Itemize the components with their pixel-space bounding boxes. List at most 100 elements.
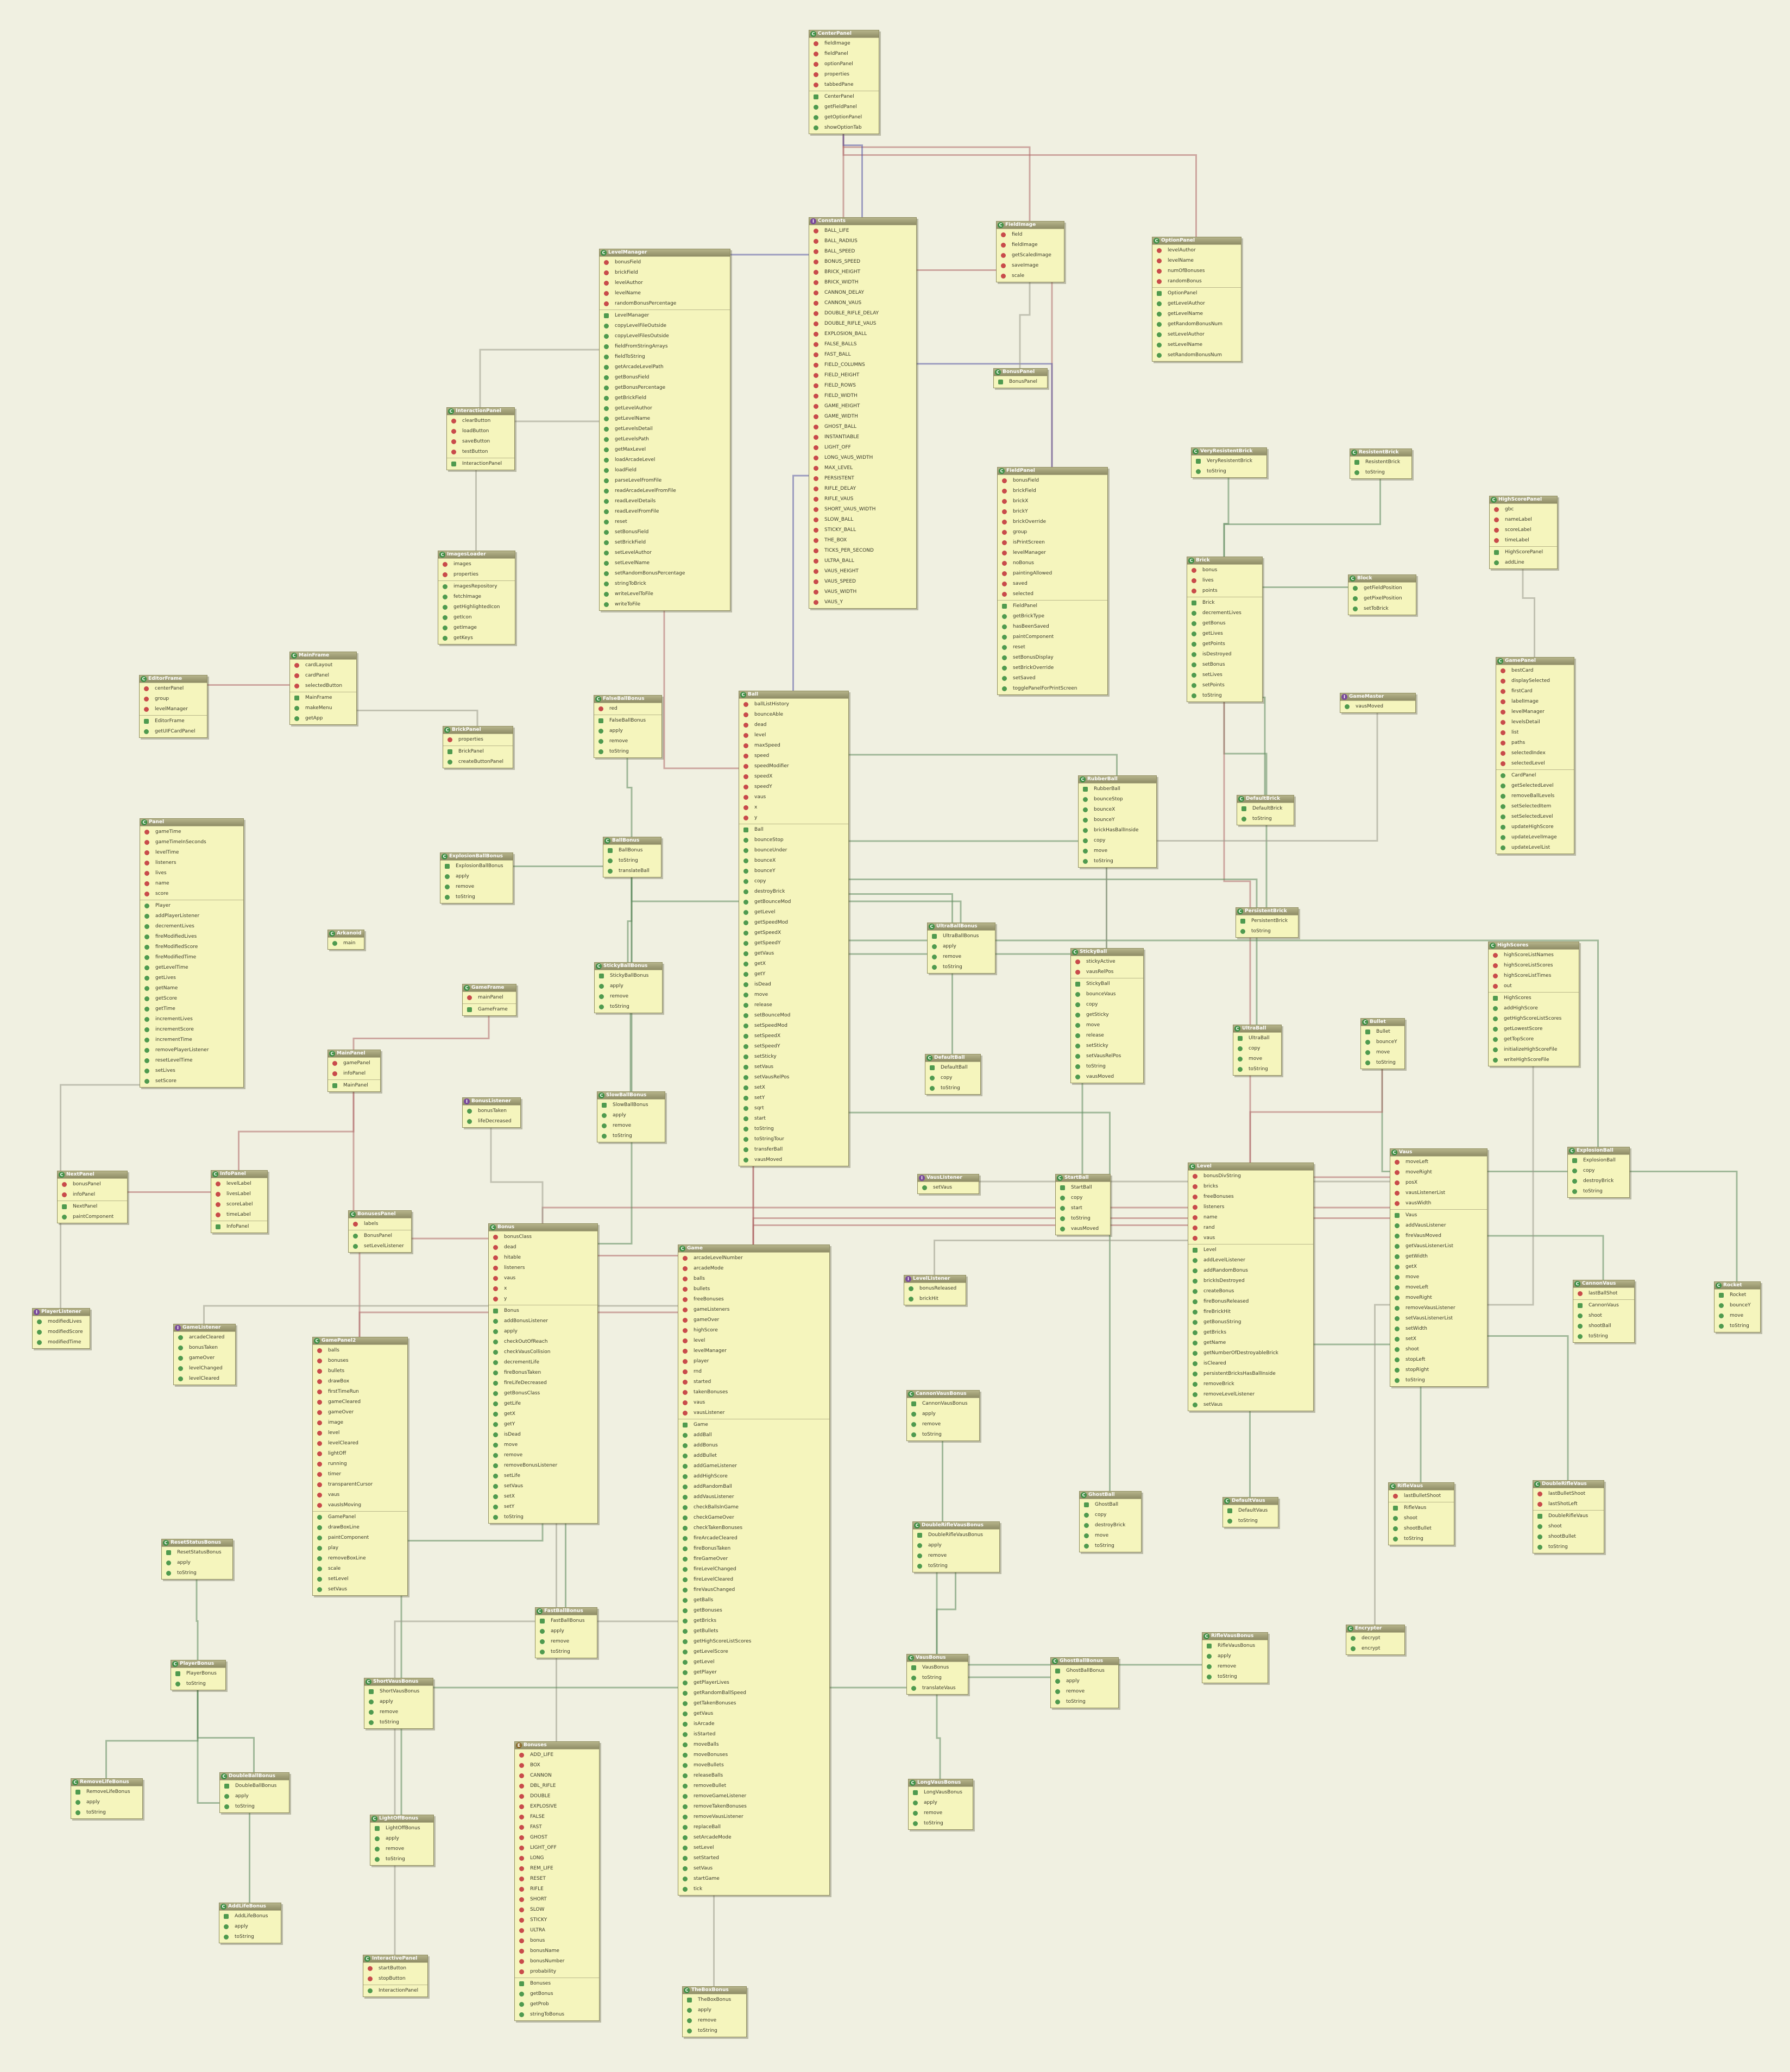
method-row[interactable]: vausMoved [1071,1072,1143,1082]
field-row[interactable]: gbc [1490,504,1557,515]
method-row[interactable]: getBrickType [998,611,1107,622]
method-row[interactable]: CardPanel [1496,770,1574,781]
method-row[interactable]: toString [370,1854,433,1865]
field-row[interactable]: listeners [140,858,243,868]
method-row[interactable]: getSticky [1071,1010,1143,1020]
method-row[interactable]: MainFrame [290,693,356,703]
class-panel[interactable]: C Panel gameTime gameTimeInSeconds levelTime… [140,818,244,1088]
field-row[interactable]: FIELD_WIDTH [809,391,916,401]
field-row[interactable]: REM_LIFE [515,1863,599,1874]
field-row[interactable]: livesLabel [211,1189,267,1199]
method-row[interactable]: isArcade [678,1719,829,1729]
method-row[interactable]: move [739,990,848,1000]
field-row[interactable]: images [438,559,515,570]
method-row[interactable]: arcadeCleared [174,1332,235,1343]
method-row[interactable]: decrementLife [489,1357,597,1368]
method-row[interactable]: bounceUnder [739,845,848,856]
field-row[interactable]: group [140,694,207,704]
field-row[interactable]: bonusNumber [515,1956,599,1967]
method-row[interactable]: SlowBallBonus [597,1100,665,1110]
field-row[interactable]: INSTANTIABLE [809,432,916,443]
method-row[interactable]: getPixelPosition [1348,593,1416,604]
field-row[interactable]: ADD_LIFE [515,1750,599,1760]
field-row[interactable]: DBL_RIFLE [515,1781,599,1791]
method-row[interactable]: setBrickField [600,538,730,548]
method-row[interactable]: remove [913,1551,999,1561]
class-game-panel2[interactable]: C GamePanel2 balls bonuses bullets drawBox fir… [312,1337,408,1596]
method-row[interactable]: setSticky [739,1052,848,1062]
class-main-frame[interactable]: C MainFrame cardLayout cardPanel selectedBut… [289,652,357,725]
field-row[interactable]: timeLabel [1490,535,1557,546]
field-row[interactable]: gameCleared [313,1397,407,1407]
method-row[interactable]: apply [162,1558,232,1568]
field-row[interactable]: nameLabel [1490,515,1557,525]
method-row[interactable]: getLevelAuthor [1152,299,1241,309]
method-row[interactable]: addLine [1490,558,1557,568]
method-row[interactable]: getWidth [1390,1252,1487,1262]
field-row[interactable]: bonusField [998,476,1107,486]
field-row[interactable]: drawBox [313,1376,407,1387]
field-row[interactable]: noBonus [998,558,1107,568]
field-row[interactable]: bullets [313,1366,407,1376]
field-row[interactable]: score [140,889,243,899]
method-row[interactable]: fireModifiedScore [140,942,243,952]
class-rubber-ball[interactable]: C RubberBall RubberBall bounceStop bounceX bo… [1078,775,1157,868]
method-row[interactable]: getFieldPanel [809,102,879,112]
method-row[interactable]: Rocket [1715,1290,1760,1300]
field-row[interactable]: optionPanel [809,59,879,70]
method-row[interactable]: makeMenu [290,703,356,713]
class-field-image[interactable]: C FieldImage field fieldImage getScaledImage… [996,221,1064,282]
field-row[interactable]: scoreLabel [1490,525,1557,535]
class-ball[interactable]: C Ball ballListHistory bounceAble dead level m… [739,691,849,1166]
field-row[interactable]: infoPanel [328,1069,380,1079]
method-row[interactable]: setScore [140,1076,243,1086]
method-row[interactable]: OptionPanel [1152,288,1241,299]
field-row[interactable]: rnd [678,1367,829,1377]
method-row[interactable]: copy [1080,1510,1141,1520]
method-row[interactable]: updateLevelList [1496,843,1574,853]
field-row[interactable]: getScaledImage [997,250,1064,261]
method-row[interactable]: remove [1051,1686,1118,1697]
class-interactive-panel[interactable]: C InteractivePanel startButton stopButton In… [363,1955,428,1997]
method-row[interactable]: toString [603,856,661,866]
class-long-vaus-bonus[interactable]: C LongVausBonus LongVausBonus apply remove to… [908,1779,973,1830]
method-row[interactable]: bounceVaus [1071,989,1143,1000]
method-row[interactable]: getLives [140,973,243,983]
field-row[interactable]: numOfBonuses [1152,266,1241,276]
method-row[interactable]: setSelectedItem [1496,801,1574,812]
method-row[interactable]: apply [219,1922,281,1932]
method-row[interactable]: translateVaus [907,1683,968,1694]
method-row[interactable]: writeHighScoreFile [1489,1055,1579,1065]
method-row[interactable]: ResistentBrick [1350,457,1411,468]
field-row[interactable]: VAUS_SPEED [809,577,916,587]
field-row[interactable]: x [489,1284,597,1294]
class-game[interactable]: C Game arcadeLevelNumber arcadeMode balls bul… [678,1245,830,1896]
method-row[interactable]: setRandomBonusNum [1152,350,1241,361]
field-row[interactable]: levelManager [1496,707,1574,717]
method-row[interactable]: getFieldPosition [1348,583,1416,593]
field-row[interactable]: vaus [1188,1233,1313,1243]
method-row[interactable]: toString [1573,1331,1634,1342]
method-row[interactable]: apply [489,1326,597,1337]
method-row[interactable]: sqrt [739,1103,848,1114]
field-row[interactable]: PERSISTENT [809,473,916,484]
method-row[interactable]: initializeHighScoreFile [1489,1045,1579,1055]
method-row[interactable]: ExplosionBallBonus [440,861,513,871]
method-row[interactable]: copyLevelFilesOutside [600,331,730,342]
method-row[interactable]: addHighScore [1489,1003,1579,1014]
class-rocket[interactable]: C Rocket Rocket bounceY move toString [1714,1281,1761,1332]
field-row[interactable]: arcadeLevelNumber [678,1253,829,1264]
method-row[interactable]: toString [1233,1064,1281,1075]
method-row[interactable]: levelChanged [174,1363,235,1374]
method-row[interactable]: getSelectedLevel [1496,781,1574,791]
method-row[interactable]: setX [739,1083,848,1093]
method-row[interactable]: AddLifeBonus [219,1911,281,1922]
field-row[interactable]: FIELD_ROWS [809,381,916,391]
method-row[interactable]: ShortVausBonus [364,1686,433,1697]
method-row[interactable]: getLevel [678,1657,829,1667]
method-row[interactable]: remove [683,2016,746,2026]
method-row[interactable]: getY [489,1419,597,1430]
method-row[interactable]: createBonus [1188,1286,1313,1297]
method-row[interactable]: fireBonusTaken [489,1368,597,1378]
method-row[interactable]: getName [140,983,243,994]
